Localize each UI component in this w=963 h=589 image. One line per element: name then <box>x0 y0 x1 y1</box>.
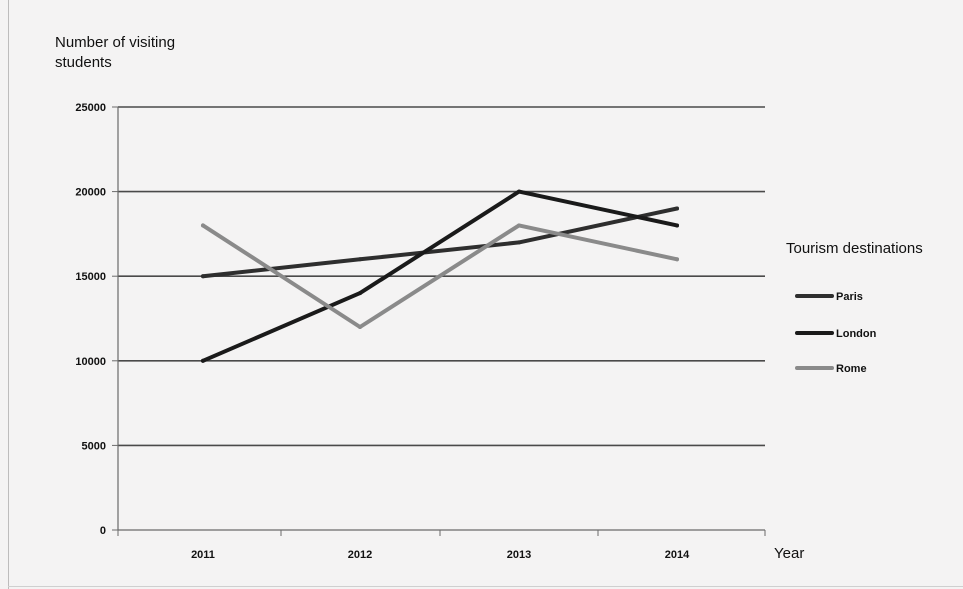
legend-label-rome: Rome <box>836 363 867 375</box>
frame-left-border <box>8 0 9 589</box>
legend-title: Tourism destinations <box>786 240 923 257</box>
x-tick-label-2012: 2012 <box>348 549 372 561</box>
y-tick-label-10000: 10000 <box>75 356 106 368</box>
data-point-london-2012 <box>358 291 362 296</box>
y-tick-label-25000: 25000 <box>75 102 106 114</box>
x-axis-title: Year <box>774 545 805 562</box>
legend-label-london: London <box>836 328 877 340</box>
x-tick-label-2011: 2011 <box>191 549 215 561</box>
frame-bottom-border <box>8 586 963 587</box>
series-line-rome <box>201 223 679 329</box>
data-point-paris-2013 <box>517 240 521 245</box>
y-tick-label-0: 0 <box>100 525 106 537</box>
data-point-rome-2011 <box>201 223 205 228</box>
data-point-rome-2013 <box>517 223 521 228</box>
data-point-london-2013 <box>517 189 521 194</box>
data-point-paris-2012 <box>358 257 362 262</box>
series-line-paris <box>201 206 679 279</box>
x-tick-label-2013: 2013 <box>507 549 531 561</box>
y-tick-label-20000: 20000 <box>75 187 106 199</box>
y-tick-label-5000: 5000 <box>82 440 106 452</box>
y-tick-label-15000: 15000 <box>75 271 106 283</box>
data-point-london-2014 <box>675 223 679 228</box>
data-point-rome-2014 <box>675 257 679 262</box>
legend-label-paris: Paris <box>836 291 863 303</box>
data-point-paris-2014 <box>675 206 679 211</box>
data-point-paris-2011 <box>201 274 205 279</box>
data-point-rome-2012 <box>358 324 362 329</box>
y-axis-title: Number of visiting students <box>55 34 176 71</box>
series-line-london <box>201 189 679 363</box>
data-point-london-2011 <box>201 358 205 363</box>
x-tick-label-2014: 2014 <box>665 549 690 561</box>
